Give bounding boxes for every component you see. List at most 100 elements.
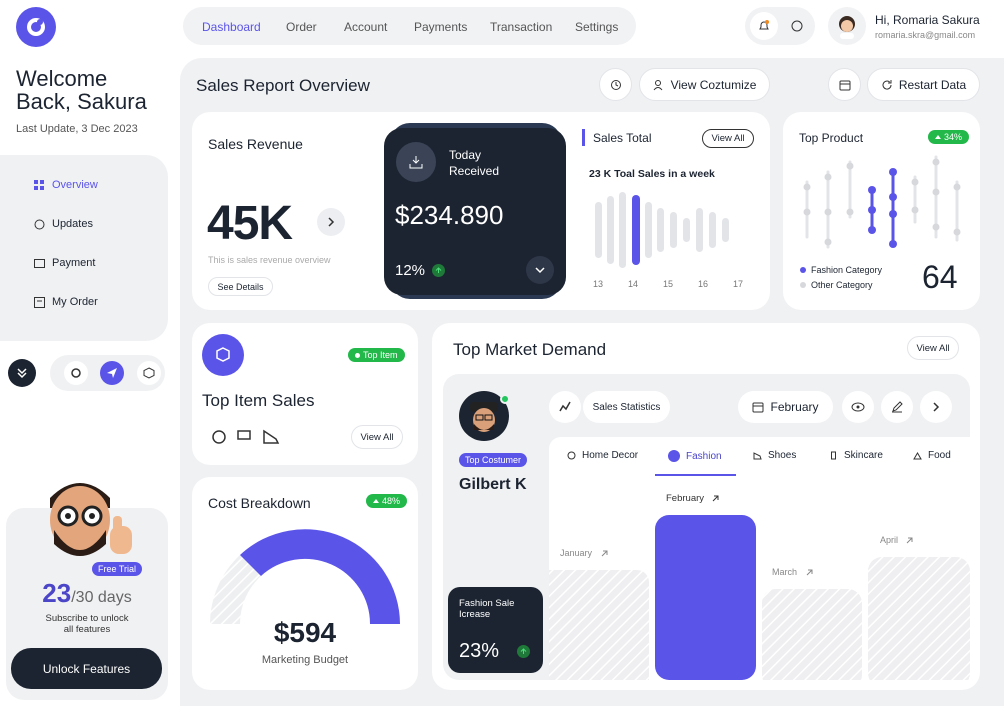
details-button[interactable]: See Details [208,277,273,296]
day-label: 16 [698,279,709,289]
category-tab[interactable]: Skincare [829,450,883,461]
badge-label: 34% [944,132,963,142]
menu-item[interactable]: Payment [34,257,95,269]
weekly-bars [595,192,729,268]
revenue-caption: This is sales revenue overview [208,255,331,265]
trend-button[interactable] [549,391,581,423]
revenue-next[interactable] [317,208,345,236]
restart-button[interactable]: Restart Data [867,68,980,101]
chat-button[interactable] [783,12,811,40]
sale-increase-card [448,587,543,673]
view-all-button[interactable]: View All [351,425,403,449]
user-email: romaria.skra@gmail.com [875,30,976,40]
card-title: Cost Breakdown [208,495,311,511]
unlock-button[interactable]: Unlock Features [11,648,162,689]
nav-item[interactable]: Account [344,20,388,34]
welcome-line: Welcome [16,66,108,91]
received-icon [396,142,436,182]
bell-button[interactable] [750,12,778,40]
stats-button[interactable]: Sales Statistics [583,391,670,423]
top-product-card [783,112,980,310]
item-icon [202,334,244,376]
card-title: Top Item Sales [202,391,315,410]
trial-badge: Free Trial [92,562,143,576]
accent-bar [582,129,585,146]
customer-name: Gilbert K [459,476,527,493]
menu-item[interactable]: My Order [34,296,98,308]
arrow-icon [712,495,719,502]
nav-item[interactable]: Settings [575,20,619,34]
box-button[interactable] [137,361,161,385]
next-button[interactable] [920,391,952,423]
budget-value: $594 [273,617,337,648]
month-select[interactable]: February [738,391,833,423]
last-update: Last Update, 3 Dec 2023 [16,123,138,135]
category-tab[interactable]: Shoes [753,450,796,461]
days-used: 23 [42,578,72,608]
arrow-icon [601,550,608,557]
menu-label: Payment [52,257,96,269]
send-button[interactable] [100,361,124,385]
received-change: 12% [395,262,426,279]
revenue-value: 45K [207,197,293,250]
nav-item[interactable]: Order [286,20,317,34]
menu-item[interactable]: Updates [34,218,93,230]
nav-item[interactable]: Payments [414,20,468,34]
card-title: Sales Total [593,131,652,145]
month-label: March [772,567,798,577]
button-label: Restart Data [898,77,967,92]
user-avatar[interactable] [828,7,866,45]
history-button[interactable] [599,68,632,101]
growth-badge: 34% [928,130,970,144]
day-label: 14 [628,279,639,289]
card-title: Top Market Demand [453,340,607,359]
view-button[interactable] [842,391,874,423]
sale-increase-title: Fashion Sale Icrease [459,598,515,620]
category-tab[interactable]: Fashion [668,450,722,462]
received-title: Today Received [449,148,500,178]
product-value: 64 [922,259,958,295]
received-expand[interactable] [526,256,554,284]
category-tab[interactable]: Food [913,450,951,461]
customize-button[interactable]: View Coztumize [639,68,770,101]
customer-avatar [459,391,509,441]
active-tab-line [655,474,736,476]
budget-caption: Marketing Budget [261,654,349,666]
calendar-button[interactable] [828,68,861,101]
edit-button[interactable] [881,391,913,423]
section-title: Sales Report Overview [196,76,370,95]
item-categories [212,429,280,444]
month-label: January [560,548,593,558]
product-dots [803,155,961,249]
trial-days: 23/30 days [6,578,168,609]
tab-label: Skincare [844,450,883,461]
month-label: April [880,535,899,545]
settings-button[interactable] [64,361,88,385]
nav-bar [183,7,636,45]
memoji [50,483,132,556]
tab-label: Fashion [686,450,722,462]
menu-label: Updates [52,218,93,230]
menu-item[interactable]: Overview [34,179,98,191]
button-label: View Coztumize [670,77,757,92]
nav-item[interactable]: Transaction [490,20,553,34]
up-icon [517,645,530,658]
category-tab[interactable]: Home Decor [567,450,638,461]
view-all-button[interactable]: View All [702,129,754,148]
view-all-button[interactable]: View All [907,336,959,360]
card-title: Sales Revenue [208,136,303,152]
welcome-line: Back, Sakura [16,89,147,114]
days-total: /30 days [71,589,132,606]
user-name: Hi, Romaria Sakura [875,13,980,27]
welcome-title: Welcome Back, Sakura [16,67,147,113]
logo[interactable] [16,7,56,47]
month-label: February [666,493,705,504]
collapse-button[interactable] [8,359,36,387]
day-label: 13 [593,279,604,289]
menu-panel [0,155,168,341]
nav-item[interactable]: Dashboard [202,20,261,34]
badge-label: 48% [382,496,401,506]
budget-gauge [210,529,400,624]
card-title: Top Product [799,131,864,145]
